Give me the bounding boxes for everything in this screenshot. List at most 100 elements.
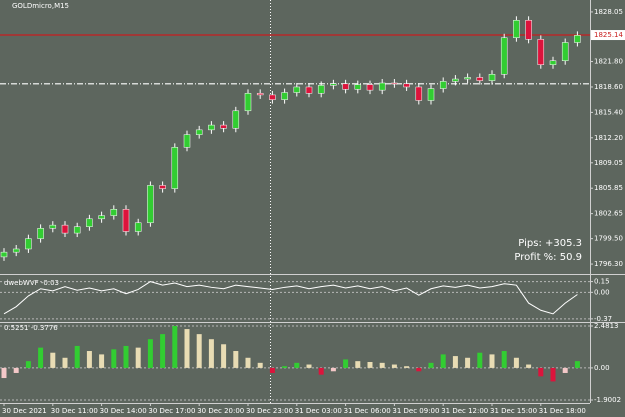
histogram-bar bbox=[233, 351, 239, 368]
candle-body bbox=[574, 35, 581, 43]
histogram-bar bbox=[123, 345, 129, 368]
histogram-bar bbox=[574, 361, 580, 368]
candle-body bbox=[415, 86, 423, 101]
candle-body bbox=[256, 93, 264, 96]
x-tick-label: 30 Dec 2021 bbox=[2, 407, 47, 415]
y-tick-label: 1799.50 bbox=[594, 235, 623, 243]
histogram-bar bbox=[294, 362, 300, 368]
x-tick-label: 30 Dec 17:00 bbox=[148, 407, 195, 415]
candle-body bbox=[208, 124, 215, 131]
histogram-bar bbox=[538, 367, 544, 377]
candle-body bbox=[134, 222, 142, 232]
candle-body bbox=[159, 185, 166, 189]
histogram-bar bbox=[489, 354, 495, 368]
y-tick-label: 1796.30 bbox=[594, 260, 623, 268]
candle-body bbox=[525, 20, 532, 40]
y-tick-label: 0.00 bbox=[594, 364, 610, 372]
histogram-bar bbox=[562, 367, 568, 373]
histogram-bar bbox=[330, 367, 336, 372]
candle-body bbox=[25, 238, 32, 250]
histogram-bar bbox=[513, 357, 519, 368]
candle-body bbox=[73, 226, 81, 234]
histogram-bar bbox=[74, 345, 80, 368]
histogram-bar bbox=[465, 357, 471, 368]
candle-body bbox=[183, 134, 191, 148]
chart-title: GOLDmicro,M15 bbox=[12, 2, 69, 10]
candle-body bbox=[86, 218, 93, 227]
candle-body bbox=[220, 124, 227, 129]
y-tick-label: 1815.40 bbox=[594, 108, 623, 116]
histogram-bar bbox=[318, 367, 324, 375]
candle-body bbox=[439, 81, 447, 89]
histogram-bar bbox=[160, 334, 166, 368]
candle-body bbox=[171, 147, 179, 189]
histogram-bar bbox=[343, 359, 349, 368]
indicator-title: 0.5251 -0.3776 bbox=[4, 324, 58, 332]
histogram-bar bbox=[355, 361, 361, 368]
indicator-line bbox=[3, 281, 578, 315]
x-tick-label: 31 Dec 12:00 bbox=[441, 407, 488, 415]
histogram-bar bbox=[245, 357, 251, 368]
candle-body bbox=[244, 93, 252, 112]
candle-body bbox=[464, 77, 471, 80]
y-tick-label: 1805.85 bbox=[594, 184, 623, 192]
y-tick-label: 0.00 bbox=[594, 288, 610, 296]
histogram-bar bbox=[391, 364, 397, 368]
histogram-bar bbox=[172, 326, 178, 368]
histogram-bar bbox=[404, 366, 410, 368]
histogram-bar bbox=[306, 364, 312, 368]
candle-body bbox=[427, 88, 435, 101]
y-tick-label: 1821.80 bbox=[594, 58, 623, 66]
histogram-bar bbox=[25, 361, 31, 368]
candle-body bbox=[122, 209, 130, 232]
pips-label: Pips: +305.3 bbox=[518, 238, 582, 249]
histogram-bar bbox=[86, 351, 92, 368]
x-tick-label: 30 Dec 23:00 bbox=[246, 407, 293, 415]
candle-body bbox=[147, 185, 154, 224]
candle-body bbox=[476, 77, 484, 81]
candle-body bbox=[37, 228, 44, 239]
candle-body bbox=[537, 39, 545, 65]
candle-body bbox=[403, 83, 410, 88]
y-tick-label: 1802.65 bbox=[594, 210, 623, 218]
y-tick-label: 1818.60 bbox=[594, 83, 623, 91]
profit-label: Profit %: 50.9 bbox=[514, 252, 582, 263]
candle-body bbox=[513, 20, 520, 38]
candle-body bbox=[12, 248, 20, 253]
histogram-bar bbox=[147, 339, 153, 368]
histogram-bar bbox=[1, 367, 7, 379]
histogram-bar bbox=[135, 347, 141, 368]
candle-body bbox=[342, 83, 349, 90]
histogram-bar bbox=[184, 329, 190, 368]
histogram-bar bbox=[221, 344, 227, 368]
candle-body bbox=[452, 78, 459, 82]
candle-body bbox=[561, 42, 569, 62]
y-tick-label: 1812.20 bbox=[594, 134, 623, 142]
x-tick-label: 31 Dec 03:00 bbox=[295, 407, 342, 415]
candle-body bbox=[549, 60, 557, 65]
candle-body bbox=[61, 224, 69, 234]
histogram-bar bbox=[38, 347, 44, 368]
candle-body bbox=[195, 129, 203, 135]
histogram-bar bbox=[257, 362, 263, 368]
histogram-bar bbox=[477, 352, 483, 368]
candle-body bbox=[317, 85, 325, 94]
x-tick-label: 30 Dec 11:00 bbox=[51, 407, 98, 415]
y-tick-label: 0.15 bbox=[594, 278, 610, 286]
candle-body bbox=[488, 74, 496, 81]
x-tick-label: 31 Dec 18:00 bbox=[539, 407, 586, 415]
y-tick-label: -0.37 bbox=[594, 315, 612, 323]
x-tick-label: 30 Dec 14:00 bbox=[100, 407, 147, 415]
histogram-bar bbox=[269, 367, 275, 373]
candle-body bbox=[0, 251, 8, 258]
candle-body bbox=[232, 110, 240, 129]
histogram-bar bbox=[111, 349, 117, 368]
histogram-bar bbox=[282, 366, 288, 368]
candle-body bbox=[293, 86, 301, 93]
histogram-bar bbox=[367, 361, 373, 368]
y-tick-label: 1809.05 bbox=[594, 159, 623, 167]
histogram-bar bbox=[379, 362, 385, 368]
histogram-bar bbox=[526, 364, 532, 368]
candle-body bbox=[49, 224, 57, 229]
candle-body bbox=[305, 86, 313, 94]
